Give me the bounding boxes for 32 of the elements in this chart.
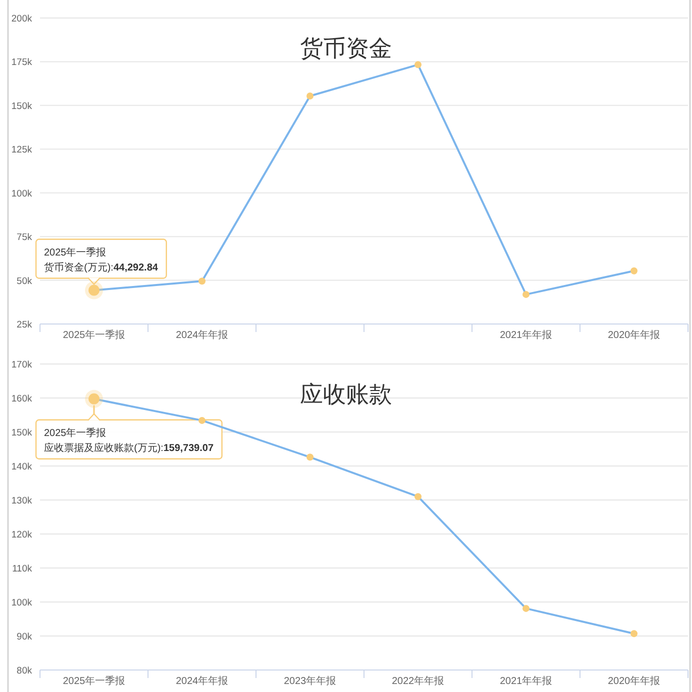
- y-tick-label: 90k: [16, 632, 32, 642]
- y-tick-label: 140k: [11, 462, 32, 472]
- x-tick-label: 2021年年报: [500, 329, 552, 341]
- y-tick-label: 175k: [11, 57, 32, 68]
- y-tick-label: 100k: [11, 598, 32, 608]
- y-tick-label: 150k: [11, 428, 32, 438]
- x-tick-label: 2025年一季报: [62, 329, 126, 341]
- y-tick-label: 50k: [16, 276, 32, 287]
- y-tick-label: 170k: [11, 360, 32, 370]
- x-tick-label: 2025年一季报: [62, 675, 126, 687]
- y-tick-label: 80k: [16, 666, 32, 676]
- y-tick-label: 120k: [11, 530, 32, 540]
- text: 货币资金: [300, 35, 392, 61]
- x-tick-label: 2020年年报: [608, 329, 660, 341]
- y-tick-label: 125k: [11, 144, 32, 156]
- text: 应收账款: [300, 381, 392, 407]
- y-tick-label: 200k: [11, 14, 32, 24]
- y-tick-label: 75k: [16, 232, 32, 244]
- y-tick-label: 25k: [16, 320, 32, 330]
- y-tick-label: 150k: [11, 100, 32, 112]
- y-tick-label: 160k: [11, 394, 32, 404]
- y-tick-label: 100k: [11, 188, 32, 200]
- x-tick-label: 2024年年报: [176, 329, 228, 341]
- x-tick-label: 2024年年报: [176, 675, 228, 687]
- annotation: 2025年一季报货币资金(万元):44,292.84: [44, 247, 158, 274]
- annotation: 2025年一季报应收票据及应收账款(万元):159,739.07: [44, 428, 214, 454]
- y-tick-label: 130k: [11, 496, 32, 506]
- x-tick-label: 2021年年报: [500, 675, 552, 687]
- x-tick-label: 2022年年报: [392, 675, 444, 687]
- x-tick-label: 2020年年报: [608, 675, 660, 687]
- x-tick-label: 2023年年报: [284, 675, 336, 687]
- y-tick-label: 110k: [12, 564, 32, 574]
